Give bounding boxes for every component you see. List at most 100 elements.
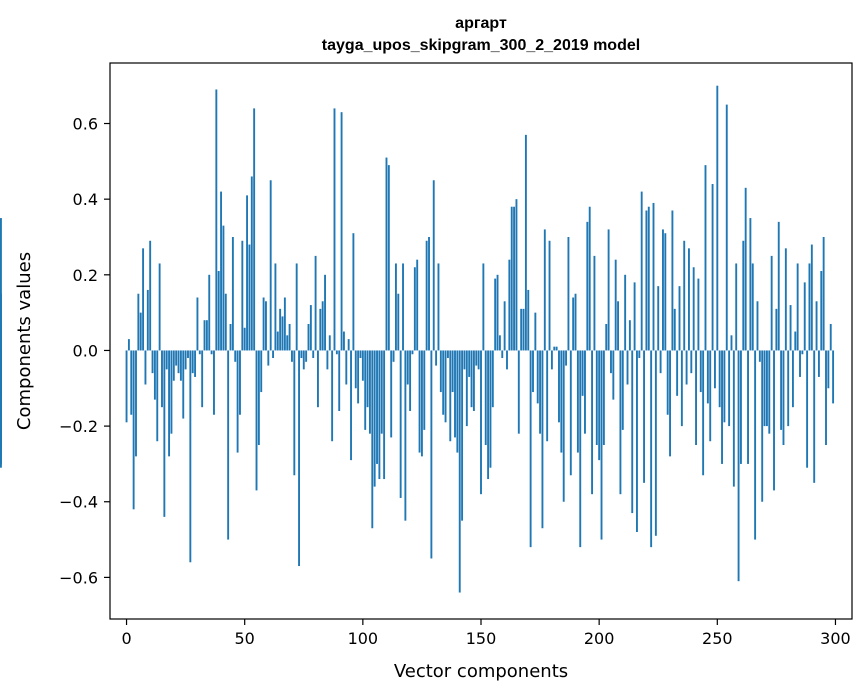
bar-48: [239, 350, 241, 415]
bar-62: [272, 350, 274, 359]
bar-223: [652, 202, 655, 351]
bar-30: [196, 297, 199, 351]
bar-27: [189, 350, 192, 563]
bar-25: [184, 350, 187, 370]
bar-88: [333, 108, 336, 351]
bar-255: [728, 350, 731, 427]
y-tick-label: −0.6: [59, 568, 98, 587]
bar-265: [751, 263, 754, 351]
bar-18: [168, 350, 171, 457]
bar-294: [820, 271, 823, 351]
bar-271: [765, 350, 768, 427]
bar-178: [546, 350, 549, 442]
bar-194: [584, 350, 586, 434]
bar-191: [576, 350, 579, 453]
bar-0: [125, 350, 128, 423]
bar-164: [513, 206, 516, 351]
bar-117: [402, 263, 404, 351]
bar-212: [626, 350, 629, 385]
y-tick-label: −0.2: [59, 417, 98, 436]
bar-13: [156, 350, 159, 442]
bar-168: [522, 308, 525, 351]
bar-41: [222, 225, 225, 351]
bar-263: [747, 350, 749, 464]
bar-85: [326, 350, 329, 370]
bar-31: [198, 350, 201, 355]
bar-189: [572, 297, 575, 351]
bar-39: [217, 271, 220, 351]
bar-9: [146, 289, 149, 351]
bar-129: [430, 350, 433, 559]
bar-131: [435, 350, 438, 366]
bar-57: [260, 350, 263, 393]
bar-42: [224, 293, 227, 351]
bar-26: [187, 350, 189, 359]
bar-142: [461, 350, 464, 521]
bar-67: [283, 297, 286, 351]
bar-123: [416, 259, 419, 351]
bar-146: [470, 350, 473, 408]
bar-282: [791, 350, 794, 408]
bar-160: [503, 301, 506, 351]
y-axis-label: Components values: [14, 252, 35, 430]
bar-97: [354, 350, 357, 389]
bar-297: [827, 350, 830, 389]
bar-221: [647, 206, 650, 351]
bar-293: [817, 350, 820, 377]
bars-group: [0, 85, 835, 593]
bar-275: [775, 308, 778, 351]
bar-260: [739, 350, 742, 464]
bar-16: [163, 350, 166, 517]
bar-125: [420, 350, 423, 457]
bar-281: [789, 305, 792, 351]
bar-150: [480, 350, 482, 495]
bar-274: [773, 350, 775, 491]
bar-180: [550, 350, 553, 370]
bar-234: [678, 286, 681, 351]
bar-219: [643, 350, 645, 483]
bar-53: [250, 176, 253, 351]
bar-108: [380, 350, 383, 434]
bar-172: [532, 350, 534, 393]
bar-250: [716, 85, 719, 351]
y-ticks-group: −0.6 −0.4 −0.2 0.0 0.2 0.4 0.6: [59, 115, 110, 587]
bar-132: [437, 263, 440, 351]
bar-225: [657, 286, 660, 351]
bar-251: [718, 350, 721, 408]
x-axis-label: Vector components: [394, 661, 568, 682]
bar-101: [364, 350, 367, 430]
bar-89: [335, 350, 338, 355]
bar-285: [799, 350, 801, 377]
bar-6: [139, 312, 142, 351]
bar-73: [298, 350, 300, 567]
bar-78: [309, 305, 312, 351]
bar-151: [482, 263, 485, 351]
bar-148: [475, 350, 478, 366]
bar-158: [498, 335, 501, 351]
bar-23: [179, 350, 182, 381]
bar-240: [692, 267, 695, 351]
bar-28: [191, 350, 194, 374]
bar-179: [548, 240, 551, 351]
bar-4: [135, 350, 137, 457]
bar-273: [770, 255, 773, 351]
bar-216: [636, 350, 638, 533]
bar-12: [153, 350, 156, 400]
bar-68: [286, 335, 289, 351]
bar-undefined: [0, 218, 2, 351]
bar-50: [243, 327, 246, 351]
bar-159: [501, 350, 504, 359]
bar-144: [465, 350, 468, 427]
y-tick-label: 0.2: [73, 266, 98, 285]
bar-49: [241, 240, 244, 351]
y-tick-label: 0.0: [73, 341, 98, 360]
bar-71: [293, 350, 296, 476]
bar-190: [574, 293, 577, 351]
y-tick-label: 0.6: [73, 115, 98, 134]
bar-112: [390, 350, 393, 438]
bar-288: [806, 350, 809, 468]
x-ticks-group: 0 50 100 150 200 250 300: [121, 619, 851, 648]
bar-21: [175, 350, 178, 366]
bar-153: [487, 350, 490, 480]
